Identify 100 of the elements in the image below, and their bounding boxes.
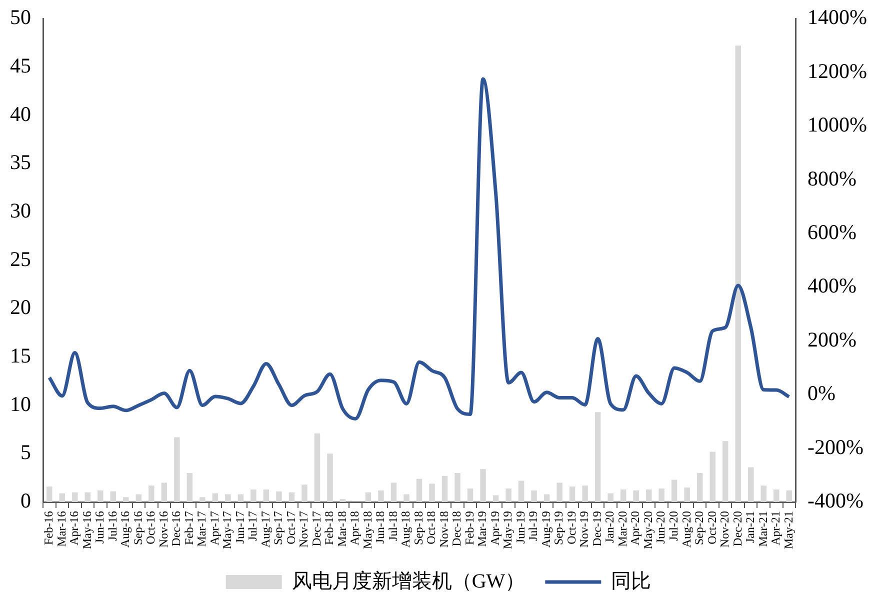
x-tick-label: Oct-17	[284, 511, 298, 544]
bar	[174, 437, 180, 502]
x-tick-label: Jun-19	[513, 511, 528, 544]
y-tick-label: 0	[20, 488, 31, 513]
bar	[390, 482, 397, 502]
x-tick-label: May-19	[500, 511, 515, 550]
bar	[225, 494, 231, 502]
bar	[46, 486, 52, 502]
x-tick-label: Mar-17	[194, 511, 209, 547]
bar	[696, 473, 703, 502]
y-tick-label: 30	[10, 198, 31, 222]
x-tick-label: Jul-20	[666, 511, 680, 542]
x-tick-label: Apr-19	[488, 511, 502, 546]
x-tick-label: Nov-16	[156, 511, 170, 548]
bar	[518, 480, 524, 502]
x-tick-label: Sep-20	[692, 511, 706, 546]
y2-tick-label: 1200%	[808, 58, 868, 83]
bar	[110, 491, 116, 502]
x-tick-label: Oct-20	[704, 511, 719, 544]
x-tick-label: Mar-21	[756, 511, 770, 547]
bar	[429, 484, 435, 502]
x-tick-label: Apr-17	[207, 511, 222, 546]
x-tick-label: Mar-19	[475, 511, 490, 547]
x-tick-label: Dec-17	[309, 511, 324, 546]
x-tick-label: Jul-19	[526, 511, 540, 542]
bar	[123, 497, 129, 502]
bar	[404, 494, 410, 502]
x-tick-label: Sep-17	[271, 511, 286, 546]
y2-tick-label: 1000%	[808, 112, 868, 137]
x-tick-label: Jul-18	[386, 511, 400, 542]
y2-tick-label: -200%	[808, 434, 864, 459]
x-tick-label: Jan-21	[743, 511, 758, 544]
x-tick-label: Mar-16	[54, 511, 68, 547]
x-tick-label: Aug-17	[258, 511, 272, 548]
bar	[786, 490, 792, 502]
bar	[302, 484, 308, 502]
bar	[646, 489, 652, 502]
bar	[760, 486, 766, 502]
bar	[467, 488, 474, 502]
bar	[492, 495, 499, 502]
bar	[658, 488, 664, 502]
x-tick-label: Dec-18	[450, 511, 464, 546]
bar	[72, 492, 78, 502]
bar	[531, 490, 537, 502]
x-tick-label: Jun-17	[232, 511, 247, 544]
x-tick-label: Sep-16	[130, 511, 145, 546]
bar	[544, 494, 550, 502]
x-tick-label: Aug-19	[538, 511, 553, 548]
x-tick-label: Aug-20	[679, 511, 694, 548]
y-tick-label: 20	[10, 295, 31, 320]
bar	[556, 482, 562, 502]
x-tick-label: Jan-20	[602, 511, 617, 544]
bar	[288, 492, 295, 502]
bar	[671, 480, 678, 502]
y-tick-label: 15	[10, 344, 31, 368]
bar	[98, 490, 104, 502]
bar	[238, 494, 244, 502]
x-tick-label: Aug-18	[398, 511, 413, 548]
x-tick-label: Apr-20	[628, 511, 642, 546]
x-tick-label: Nov-17	[296, 511, 311, 548]
y2-tick-label: 200%	[808, 327, 857, 352]
x-tick-label: May-21	[781, 511, 796, 550]
legend-label: 同比	[611, 570, 652, 592]
y-tick-label: 10	[10, 392, 31, 416]
bar	[684, 488, 690, 502]
y2-tick-label: 600%	[808, 220, 857, 244]
x-tick-label: Feb-19	[462, 511, 476, 546]
y2-tick-label: -400%	[808, 488, 864, 513]
bar	[327, 454, 333, 502]
x-tick-label: Feb-16	[42, 511, 56, 546]
x-tick-label: Oct-19	[564, 511, 578, 544]
bar	[594, 412, 601, 502]
bar	[250, 489, 256, 502]
bar	[722, 441, 728, 502]
line-series	[48, 77, 791, 421]
x-tick-label: Apr-21	[768, 511, 783, 546]
bar	[569, 486, 576, 502]
x-tick-label: Feb-18	[322, 511, 336, 546]
x-tick-label: Sep-19	[552, 511, 566, 546]
x-tick-label: Dec-20	[730, 511, 744, 546]
x-tick-label: Jun-18	[373, 511, 388, 544]
x-tick-label: Apr-18	[348, 511, 362, 546]
x-tick-label: Feb-17	[182, 511, 196, 546]
bar	[186, 473, 193, 502]
bar	[442, 476, 448, 502]
bar	[365, 492, 372, 502]
bar	[480, 469, 486, 502]
y-tick-label: 50	[10, 5, 31, 30]
x-tick-label: Apr-16	[67, 511, 82, 546]
x-tick-label: May-18	[360, 511, 374, 550]
y-tick-label: 45	[10, 53, 31, 78]
x-tick-label: Jul-17	[246, 511, 260, 542]
x-tick-label: May-20	[640, 511, 655, 550]
x-tick-label: Jun-20	[654, 511, 668, 544]
bar	[136, 494, 142, 502]
x-tick-label: Aug-16	[118, 511, 132, 548]
bar	[148, 486, 154, 502]
bar	[200, 497, 206, 502]
bar	[161, 482, 168, 502]
x-tick-label: Nov-19	[577, 511, 592, 548]
